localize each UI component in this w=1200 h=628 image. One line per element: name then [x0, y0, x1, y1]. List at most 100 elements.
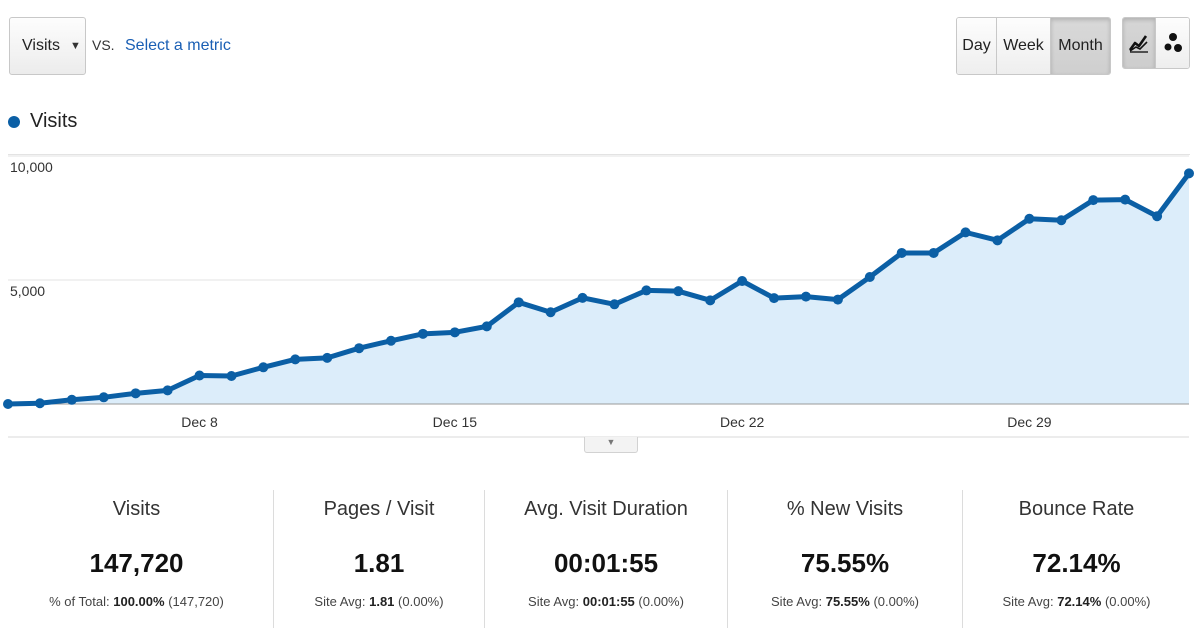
- stat-subtext: Site Avg: 00:01:55 (0.00%): [485, 594, 727, 609]
- motion-chart-icon: [1164, 33, 1182, 52]
- data-point: [705, 295, 716, 306]
- data-point: [1088, 195, 1099, 206]
- stat-sub-bold: 1.81: [369, 594, 395, 609]
- motion-chart-view-button[interactable]: [1156, 18, 1189, 68]
- stat-bounce-rate[interactable]: Bounce Rate 72.14% Site Avg: 72.14% (0.0…: [963, 490, 1190, 628]
- stat-sub-rest: (0.00%): [873, 594, 919, 609]
- stat-sub-label: Site Avg:: [314, 594, 366, 609]
- stat-value: 75.55%: [800, 548, 890, 578]
- data-point: [130, 388, 141, 399]
- stat-sub-rest: (147,720): [168, 594, 224, 609]
- stat-subtext: % of Total: 100.00% (147,720): [0, 594, 273, 609]
- data-point: [386, 335, 397, 346]
- data-point: [577, 292, 588, 303]
- stat-pages-per-visit[interactable]: Pages / Visit 1.81 Site Avg: 1.81 (0.00%…: [274, 490, 484, 628]
- stat-sub-bold: 00:01:55: [582, 594, 635, 609]
- stat-sub-bold: 75.55%: [825, 594, 870, 609]
- data-point: [322, 352, 333, 363]
- data-point: [673, 286, 684, 297]
- data-point: [769, 293, 780, 304]
- stat-sub-rest: (0.00%): [1104, 594, 1151, 609]
- date-range-toggle: Day Week Month: [956, 17, 1111, 75]
- range-week-button[interactable]: Week: [997, 18, 1051, 74]
- data-point: [1152, 211, 1163, 222]
- data-point: [992, 235, 1003, 246]
- stat-subtext: Site Avg: 1.81 (0.00%): [274, 594, 484, 609]
- stat-sub-label: Site Avg:: [771, 594, 823, 609]
- stat-title: % New Visits: [786, 498, 904, 520]
- data-point: [832, 294, 843, 305]
- vs-label: VS.: [92, 37, 115, 53]
- data-point: [194, 370, 205, 381]
- legend-dot-icon: [8, 115, 20, 128]
- data-point: [960, 227, 971, 238]
- stat-value: 147,720: [89, 548, 184, 578]
- collapse-chart-toggle[interactable]: ▼: [584, 437, 638, 453]
- data-point: [1024, 213, 1035, 224]
- x-tick-label: Dec 29: [1007, 414, 1052, 430]
- stat-divider: [484, 490, 485, 628]
- data-point: [226, 370, 237, 381]
- data-point: [162, 385, 173, 396]
- stat-value: 72.14%: [1032, 548, 1121, 578]
- data-point: [1056, 215, 1067, 226]
- line-chart-icon: [1128, 35, 1148, 53]
- stat-title: Bounce Rate: [1018, 498, 1135, 520]
- stat-new-visits[interactable]: % New Visits 75.55% Site Avg: 75.55% (0.…: [728, 490, 962, 628]
- stat-sub-bold: 72.14%: [1057, 594, 1102, 609]
- range-day-button[interactable]: Day: [957, 18, 997, 74]
- chart-top-border: [8, 154, 1190, 155]
- stat-title: Avg. Visit Duration: [524, 498, 688, 520]
- data-point: [1120, 194, 1131, 205]
- stat-avg-visit-duration[interactable]: Avg. Visit Duration 00:01:55 Site Avg: 0…: [485, 490, 727, 628]
- stat-divider: [273, 490, 274, 628]
- select-metric-link[interactable]: Select a metric: [125, 37, 231, 54]
- data-point: [641, 285, 652, 296]
- stat-sub-label: Site Avg:: [1002, 594, 1054, 609]
- stat-sub-rest: (0.00%): [638, 594, 684, 609]
- data-point: [1184, 168, 1194, 179]
- stat-sub-label: % of Total:: [49, 594, 110, 609]
- data-point: [449, 327, 460, 338]
- stat-subtext: Site Avg: 75.55% (0.00%): [728, 594, 962, 609]
- y-tick-label: 5,000: [10, 283, 45, 299]
- data-point: [481, 321, 492, 332]
- caret-down-icon: ▼: [606, 437, 616, 447]
- x-tick-label: Dec 15: [433, 414, 478, 430]
- x-tick-label: Dec 22: [720, 414, 765, 430]
- range-month-button[interactable]: Month: [1051, 18, 1110, 74]
- x-tick-label: Dec 8: [181, 414, 218, 430]
- data-point: [3, 399, 13, 409]
- data-point: [896, 247, 907, 258]
- stat-divider: [727, 490, 728, 628]
- stat-value: 1.81: [353, 548, 405, 578]
- chart-legend: Visits: [8, 110, 77, 133]
- data-point: [864, 272, 875, 283]
- stat-value: 00:01:55: [553, 548, 659, 578]
- data-point: [609, 299, 620, 310]
- data-point: [737, 275, 748, 286]
- y-tick-label: 10,000: [10, 159, 53, 175]
- legend-label: Visits: [30, 110, 78, 132]
- summary-stats: Visits 147,720 % of Total: 100.00% (147,…: [0, 490, 1200, 628]
- stat-sub-rest: (0.00%): [398, 594, 444, 609]
- data-point: [354, 343, 365, 354]
- stat-subtext: Site Avg: 72.14% (0.00%): [963, 594, 1190, 609]
- stat-sub-label: Site Avg:: [528, 594, 580, 609]
- stat-visits[interactable]: Visits 147,720 % of Total: 100.00% (147,…: [0, 490, 273, 628]
- data-point: [290, 354, 301, 365]
- data-point: [513, 297, 524, 308]
- data-point: [417, 328, 428, 339]
- data-point: [928, 247, 939, 258]
- area-fill: [8, 173, 1189, 404]
- chevron-down-icon: ▼: [69, 40, 81, 52]
- visits-area-chart: 10,000 5,000 Dec 8 Dec 15 Dec 22 Dec 29: [3, 155, 1194, 438]
- chart-view-toggle: [1122, 17, 1190, 69]
- metric-dropdown[interactable]: Visits ▼: [9, 17, 86, 75]
- stat-sub-bold: 100.00%: [113, 594, 165, 609]
- stat-title: Pages / Visit: [323, 498, 435, 520]
- data-point: [545, 307, 556, 318]
- data-point: [34, 398, 45, 409]
- line-chart-view-button[interactable]: [1123, 18, 1156, 68]
- stat-divider: [962, 490, 963, 628]
